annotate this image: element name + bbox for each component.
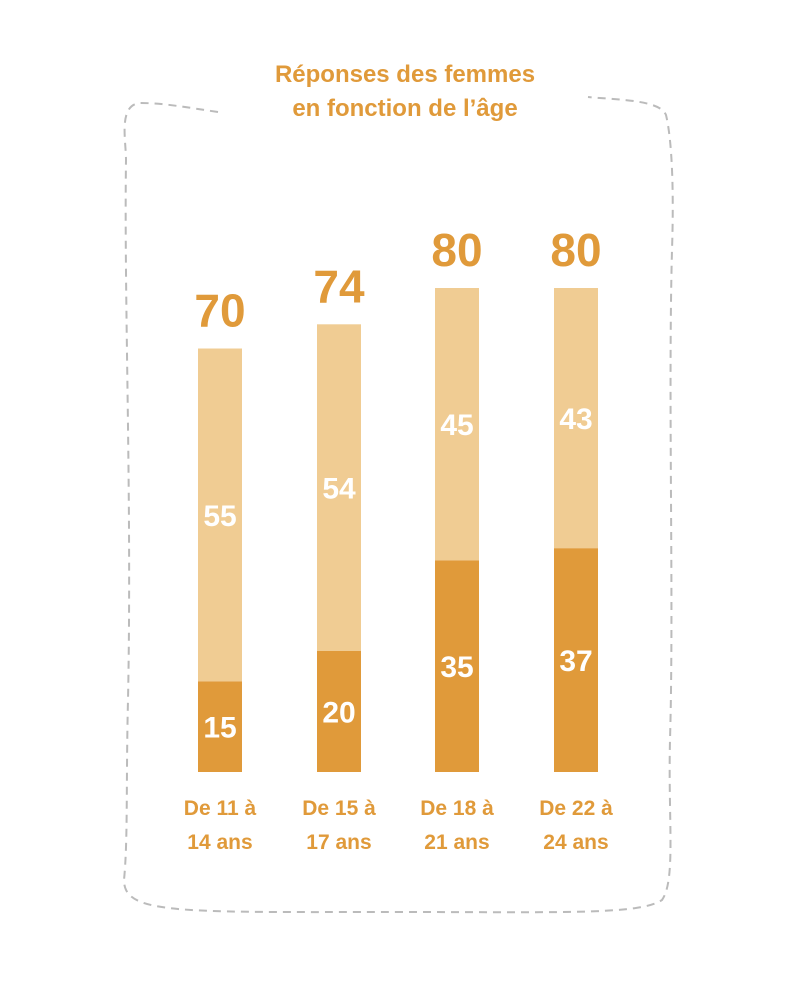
total-value-label-4: 80	[550, 224, 601, 276]
category-label-4-line-2: 24 ans	[543, 831, 608, 854]
chart-title-line-2: en fonction de l’âge	[292, 95, 517, 122]
bar-group-3: 35 45 80 De 18 à 21 ans	[420, 224, 494, 854]
bars: 15 55 70 De 11 à 14 ans 20 54 74 De 15 à 17 ans 35…	[184, 224, 613, 854]
bar-segment-2-4	[554, 288, 598, 549]
category-label-3-line-2: 21 ans	[424, 831, 489, 854]
category-label-4-line-1: De 22 à	[539, 797, 613, 820]
segment-value-label-1-2: 20	[322, 697, 355, 730]
dashed-frame	[122, 96, 674, 914]
bar-segment-2-2	[317, 324, 361, 651]
bar-segment-2-3	[435, 288, 479, 561]
total-value-label-1: 70	[194, 285, 245, 337]
bar-group-2: 20 54 74 De 15 à 17 ans	[302, 260, 376, 854]
category-label-1-line-1: De 11 à	[184, 797, 257, 820]
segment-value-label-2-1: 55	[203, 500, 236, 533]
bar-segment-2-1	[198, 348, 242, 682]
segment-value-label-1-1: 15	[203, 712, 236, 745]
segment-value-label-2-3: 45	[440, 409, 473, 442]
category-label-2-line-2: 17 ans	[306, 831, 371, 854]
bar-segment-1-1	[198, 681, 242, 772]
bar-segment-1-4	[554, 548, 598, 772]
segment-value-label-2-4: 43	[559, 403, 592, 436]
bar-group-4: 37 43 80 De 22 à 24 ans	[539, 224, 613, 854]
segment-value-label-1-3: 35	[440, 651, 473, 684]
category-label-3-line-1: De 18 à	[420, 797, 494, 820]
bar-segment-1-3	[435, 560, 479, 772]
chart-title-line-1: Réponses des femmes	[275, 61, 535, 88]
category-label-2-line-1: De 15 à	[302, 797, 376, 820]
total-value-label-3: 80	[431, 224, 482, 276]
segment-value-label-2-2: 54	[322, 473, 356, 506]
category-label-1-line-2: 14 ans	[187, 831, 252, 854]
total-value-label-2: 74	[313, 260, 365, 312]
bar-group-1: 15 55 70 De 11 à 14 ans	[184, 285, 257, 855]
bar-segment-1-2	[317, 651, 361, 772]
chart-title: Réponses des femmes en fonction de l’âge	[275, 61, 535, 122]
segment-value-label-1-4: 37	[559, 645, 592, 678]
